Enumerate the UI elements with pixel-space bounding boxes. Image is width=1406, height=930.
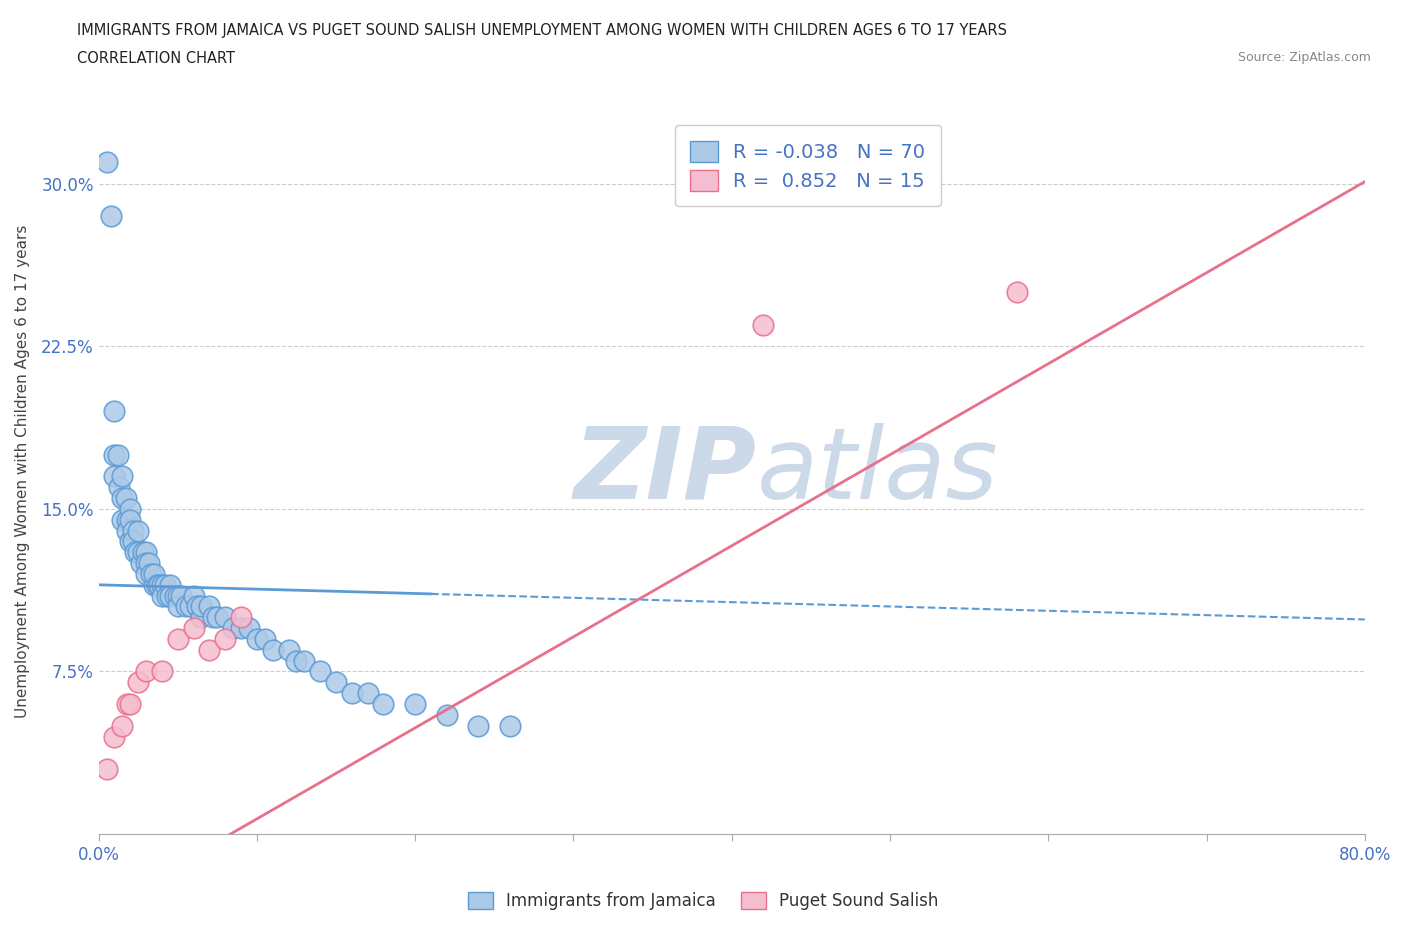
- Point: [153, 578, 176, 592]
- Point: [115, 697, 138, 711]
- Point: [373, 697, 395, 711]
- Point: [752, 317, 775, 332]
- Point: [100, 209, 122, 224]
- Point: [159, 578, 181, 592]
- Text: Source: ZipAtlas.com: Source: ZipAtlas.com: [1237, 51, 1371, 64]
- Point: [111, 469, 134, 484]
- Point: [1005, 285, 1028, 299]
- Point: [120, 501, 142, 516]
- Point: [163, 588, 186, 603]
- Point: [356, 685, 378, 700]
- Point: [120, 697, 142, 711]
- Point: [207, 610, 229, 625]
- Point: [122, 534, 145, 549]
- Legend: Immigrants from Jamaica, Puget Sound Salish: Immigrants from Jamaica, Puget Sound Sal…: [461, 885, 945, 917]
- Point: [340, 685, 363, 700]
- Point: [127, 675, 149, 690]
- Point: [96, 154, 118, 169]
- Point: [222, 620, 245, 635]
- Point: [166, 631, 188, 646]
- Point: [150, 664, 173, 679]
- Y-axis label: Unemployment Among Women with Children Ages 6 to 17 years: Unemployment Among Women with Children A…: [15, 224, 30, 718]
- Point: [124, 545, 146, 560]
- Point: [120, 534, 142, 549]
- Point: [170, 588, 193, 603]
- Point: [143, 578, 166, 592]
- Point: [120, 512, 142, 527]
- Point: [246, 631, 269, 646]
- Point: [96, 762, 118, 777]
- Point: [139, 566, 162, 581]
- Point: [131, 556, 153, 571]
- Point: [135, 664, 157, 679]
- Point: [253, 631, 276, 646]
- Point: [111, 512, 134, 527]
- Point: [285, 653, 308, 668]
- Point: [159, 588, 181, 603]
- Point: [107, 447, 129, 462]
- Point: [108, 480, 131, 495]
- Point: [214, 631, 236, 646]
- Point: [186, 599, 208, 614]
- Text: IMMIGRANTS FROM JAMAICA VS PUGET SOUND SALISH UNEMPLOYMENT AMONG WOMEN WITH CHIL: IMMIGRANTS FROM JAMAICA VS PUGET SOUND S…: [77, 23, 1007, 38]
- Point: [127, 524, 149, 538]
- Point: [150, 588, 173, 603]
- Point: [292, 653, 315, 668]
- Point: [122, 524, 145, 538]
- Point: [174, 599, 197, 614]
- Point: [262, 643, 284, 658]
- Point: [111, 718, 134, 733]
- Point: [179, 599, 201, 614]
- Legend: R = -0.038   N = 70, R =  0.852   N = 15: R = -0.038 N = 70, R = 0.852 N = 15: [675, 125, 941, 206]
- Point: [150, 578, 173, 592]
- Text: CORRELATION CHART: CORRELATION CHART: [77, 51, 235, 66]
- Point: [229, 610, 252, 625]
- Point: [111, 491, 134, 506]
- Point: [198, 599, 221, 614]
- Point: [146, 578, 169, 592]
- Point: [115, 524, 138, 538]
- Point: [436, 708, 458, 723]
- Text: atlas: atlas: [756, 422, 998, 520]
- Point: [198, 643, 221, 658]
- Point: [190, 610, 212, 625]
- Point: [103, 447, 125, 462]
- Point: [103, 404, 125, 418]
- Point: [132, 545, 155, 560]
- Point: [127, 545, 149, 560]
- Point: [135, 566, 157, 581]
- Point: [166, 588, 188, 603]
- Point: [103, 469, 125, 484]
- Point: [103, 729, 125, 744]
- Point: [138, 556, 160, 571]
- Point: [115, 512, 138, 527]
- Point: [404, 697, 426, 711]
- Point: [467, 718, 489, 733]
- Point: [148, 578, 170, 592]
- Point: [229, 620, 252, 635]
- Point: [190, 599, 212, 614]
- Point: [238, 620, 260, 635]
- Point: [183, 588, 205, 603]
- Point: [135, 545, 157, 560]
- Point: [499, 718, 522, 733]
- Point: [214, 610, 236, 625]
- Point: [325, 675, 347, 690]
- Point: [143, 566, 166, 581]
- Point: [135, 556, 157, 571]
- Point: [183, 620, 205, 635]
- Point: [114, 491, 136, 506]
- Text: ZIP: ZIP: [574, 422, 756, 520]
- Point: [201, 610, 224, 625]
- Point: [309, 664, 332, 679]
- Point: [156, 588, 179, 603]
- Point: [166, 599, 188, 614]
- Point: [277, 643, 299, 658]
